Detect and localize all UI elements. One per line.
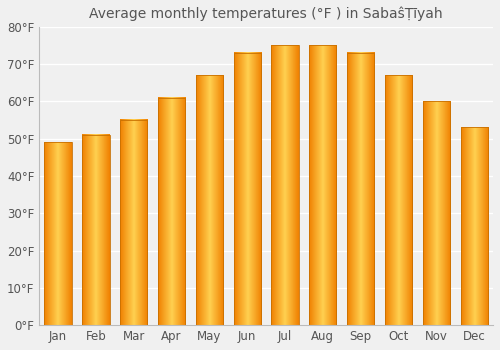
Bar <box>460 127 488 325</box>
Bar <box>158 98 185 325</box>
Bar <box>120 120 148 325</box>
Bar <box>82 135 110 325</box>
Bar <box>422 102 450 325</box>
Title: Average monthly temperatures (°F ) in SabaŝṬīyah: Average monthly temperatures (°F ) in Sa… <box>90 7 443 21</box>
Bar <box>196 75 223 325</box>
Bar <box>272 46 298 325</box>
Bar <box>385 75 412 325</box>
Bar <box>234 53 261 325</box>
Bar <box>347 53 374 325</box>
Bar <box>44 142 72 325</box>
Bar <box>309 46 336 325</box>
